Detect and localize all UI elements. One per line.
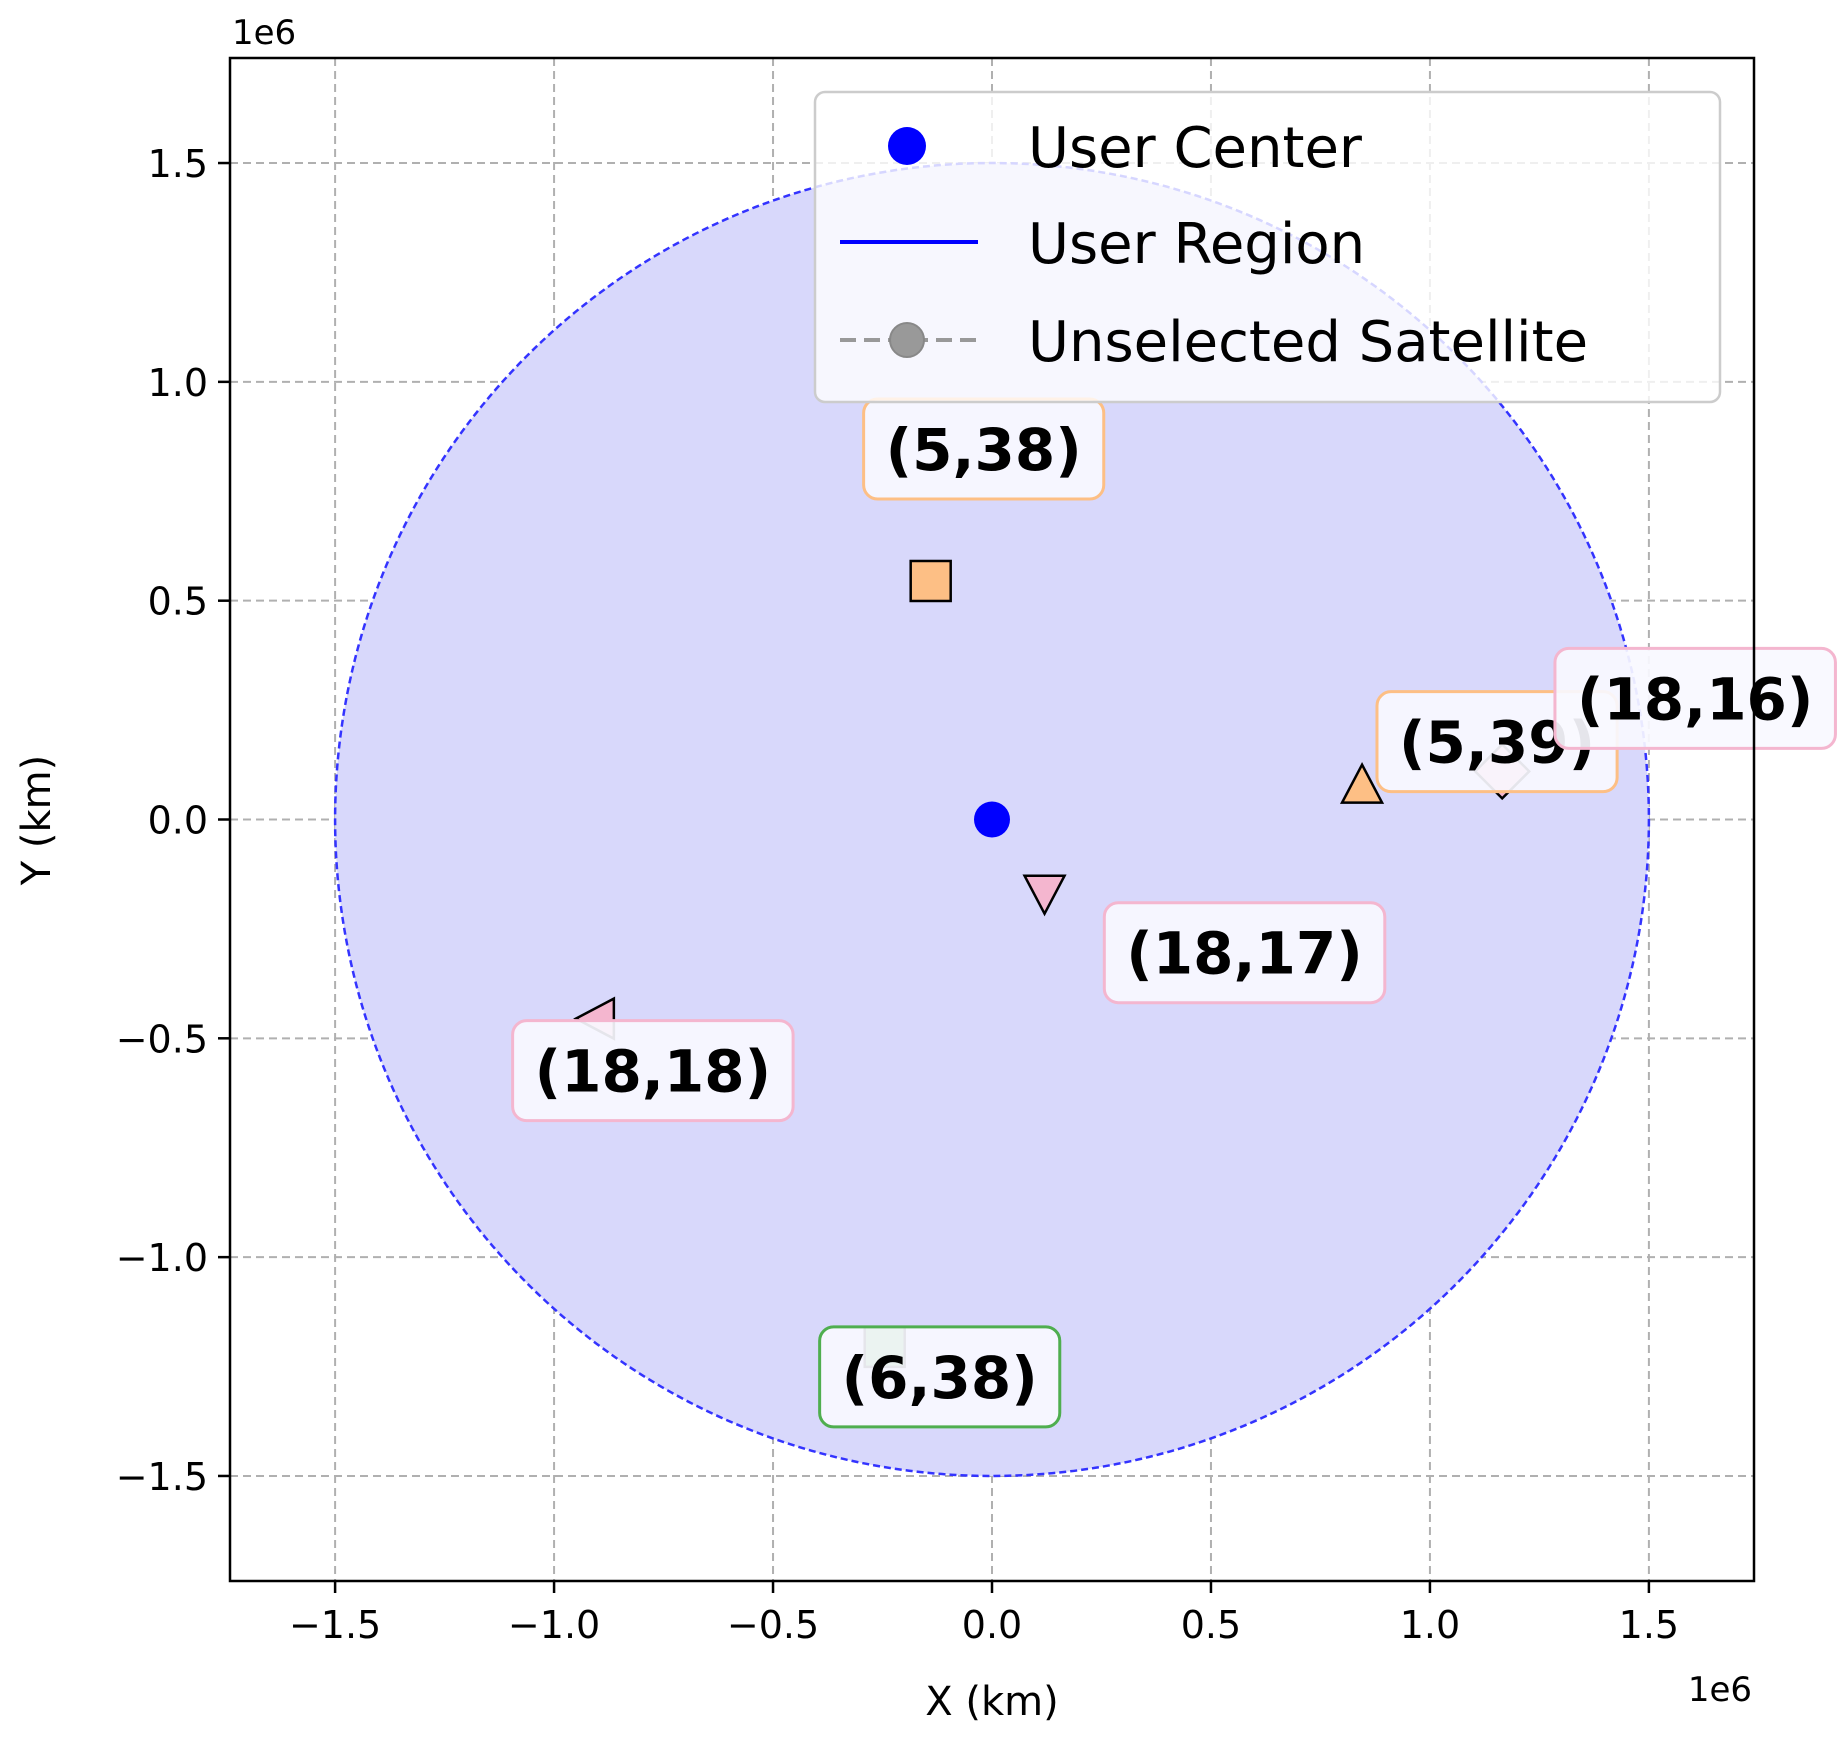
satellite-label-box — [1102, 901, 1387, 1005]
y-tick-label: 1.0 — [148, 361, 208, 405]
legend-user-region-label: User Region — [1028, 212, 1365, 277]
satellite-label-box — [511, 1019, 795, 1123]
y-axis-label: Y (km) — [14, 755, 60, 887]
y-tick-label: −1.0 — [116, 1236, 208, 1280]
satellite-label: (5,38) — [886, 416, 1082, 484]
x-tick-label: 1.0 — [1400, 1603, 1460, 1647]
satellite-marker-triangle-down — [1022, 874, 1067, 917]
x-offset-label: 1e6 — [1688, 1670, 1752, 1710]
satellite-label: (18,18) — [535, 1038, 771, 1106]
annotation-layer: (5,38)(5,39)(18,16)(18,17)(18,18)(6,38) — [511, 397, 1837, 1429]
y-tick-label: 0.5 — [148, 580, 208, 624]
satellite-annotation: (6,38) — [818, 1325, 1062, 1429]
x-tick-label: 1.5 — [1619, 1603, 1679, 1647]
y-tick-label: 1.5 — [148, 142, 208, 186]
satellite-label: (18,16) — [1577, 665, 1813, 733]
legend-unselected-marker — [889, 322, 925, 358]
y-tick-label: 0.0 — [148, 799, 208, 843]
satellite-annotation: (18,18) — [511, 1019, 795, 1123]
x-tick-label: −1.0 — [508, 1603, 600, 1647]
satellite-marker-triangle-up — [1339, 761, 1385, 804]
legend-user-center-label: User Center — [1028, 116, 1363, 181]
x-axis-label: X (km) — [925, 1679, 1058, 1725]
legend: User Center User Region Unselected Satel… — [813, 90, 1722, 404]
satellite-annotation: (18,17) — [1102, 901, 1387, 1005]
legend-box — [813, 90, 1722, 404]
y-offset-label: 1e6 — [232, 13, 296, 53]
satellite-annotation: (5,38) — [862, 397, 1106, 501]
y-tick-label: −0.5 — [116, 1017, 208, 1061]
legend-unselected-label: Unselected Satellite — [1028, 310, 1588, 375]
x-tick-label: −1.5 — [289, 1603, 381, 1647]
x-tick-label: −0.5 — [727, 1603, 819, 1647]
satellite-label: (18,17) — [1126, 920, 1362, 988]
legend-user-center-marker — [888, 127, 926, 165]
user-center-marker — [974, 801, 1010, 838]
x-tick-label: 0.0 — [962, 1603, 1022, 1647]
satellite-annotation: (18,16) — [1553, 646, 1837, 750]
satellite-label-box — [1553, 646, 1837, 750]
y-tick-label: −1.5 — [116, 1455, 208, 1499]
tick-layer: −1.5 −1.0 −0.5 0.0 0.5 1.0 1.5 −1.5 −1.0 −0.5 0.0 0… — [116, 142, 1679, 1647]
satellite-marker-square — [909, 559, 952, 603]
satellite-label-box — [818, 1325, 1062, 1429]
satellite-label: (6,38) — [842, 1344, 1038, 1412]
x-tick-label: 0.5 — [1181, 1603, 1241, 1647]
